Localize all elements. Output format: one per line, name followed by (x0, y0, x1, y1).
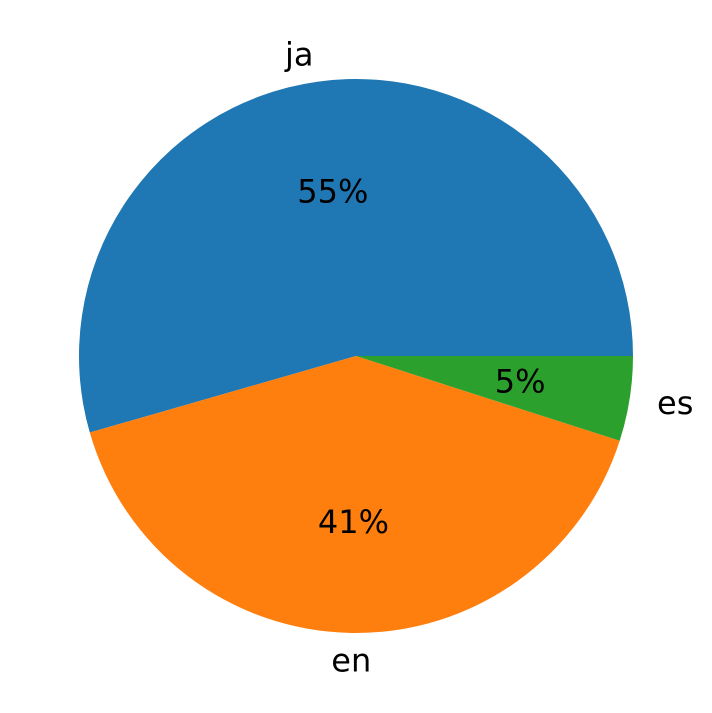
pie-slices (78, 79, 633, 634)
pie-slice-en (89, 356, 620, 634)
slice-label-ja: ja (284, 35, 314, 73)
pct-label-es: 5% (495, 363, 546, 401)
pct-label-ja: 55% (297, 172, 368, 210)
pie-slice-ja (78, 79, 633, 433)
pct-label-en: 41% (318, 503, 389, 541)
pie-slice-es (356, 356, 633, 441)
pie-labels: ja 55% en 41% es 5% (284, 35, 693, 679)
slice-label-es: es (657, 384, 693, 422)
slice-label-en: en (331, 642, 371, 680)
